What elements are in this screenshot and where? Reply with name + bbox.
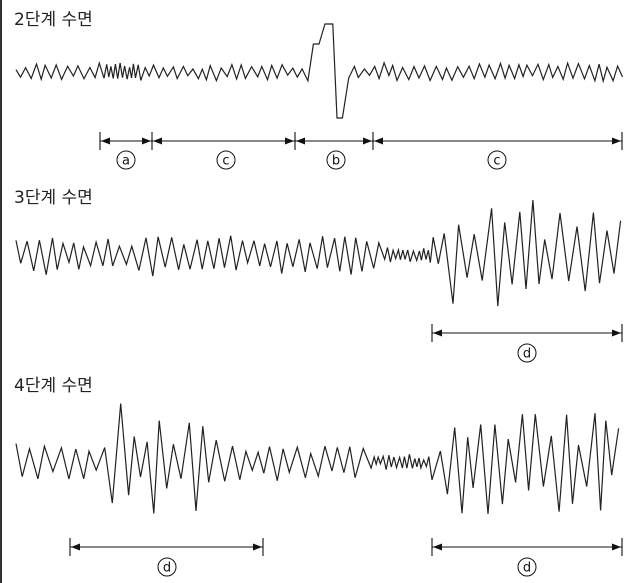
panel-2-segment-markers: d (431, 324, 623, 363)
svg-text:d: d (523, 347, 531, 362)
marker-label-c: c (216, 150, 236, 170)
arrowhead (612, 543, 621, 551)
marker-label-d: d (157, 557, 177, 577)
svg-text:d: d (523, 561, 531, 576)
panel-2-eeg-trace (15, 200, 622, 307)
panel-3-title: 4단계 수면 (14, 376, 93, 396)
panel-1-title: 2단계 수면 (14, 10, 93, 30)
marker-label-c: c (487, 150, 507, 170)
arrowhead (612, 137, 621, 145)
marker-label-a: a (116, 150, 136, 170)
panel-1-eeg-trace (15, 23, 624, 119)
arrowhead (374, 137, 383, 145)
arrowhead (612, 329, 621, 337)
marker-label-b: b (326, 150, 346, 170)
arrowhead (101, 137, 110, 145)
arrowhead (153, 137, 162, 145)
svg-text:a: a (122, 154, 130, 169)
panel-2-title: 3단계 수면 (14, 188, 93, 208)
panel-3-segment-markers: d d (69, 538, 623, 577)
svg-text:d: d (163, 561, 171, 576)
svg-text:b: b (332, 154, 340, 169)
panel-1-segment-markers: a c b c (99, 132, 623, 170)
svg-text:c: c (222, 154, 229, 169)
arrowhead (71, 543, 80, 551)
panel-3-eeg-trace (15, 403, 620, 515)
svg-text:c: c (493, 154, 500, 169)
arrowhead (433, 329, 442, 337)
arrowhead (296, 137, 305, 145)
arrowhead (285, 137, 294, 145)
marker-label-d: d (517, 557, 537, 577)
left-border (0, 0, 2, 583)
marker-label-d: d (517, 343, 537, 363)
arrowhead (142, 137, 151, 145)
arrowhead (363, 137, 372, 145)
arrowhead (433, 543, 442, 551)
arrowhead (253, 543, 262, 551)
